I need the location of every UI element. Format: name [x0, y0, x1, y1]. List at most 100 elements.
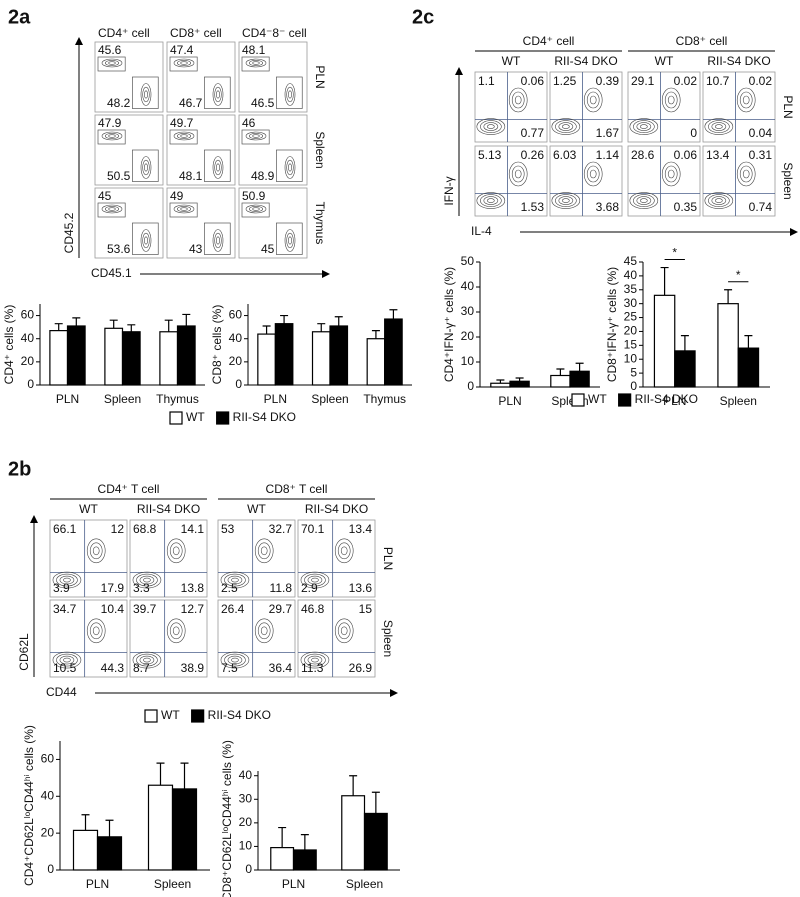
contour — [63, 657, 71, 663]
gate-value: 50.5 — [107, 169, 131, 183]
contour — [169, 542, 183, 560]
quadrant-value: 10.4 — [101, 602, 125, 616]
y-tick-label: 50 — [461, 254, 475, 268]
gate — [132, 222, 159, 255]
contour — [307, 655, 323, 665]
contour — [180, 207, 188, 211]
contour — [742, 95, 750, 105]
contour — [511, 91, 525, 109]
contour — [177, 60, 191, 66]
gate-value: 48.9 — [251, 169, 275, 183]
contour — [105, 206, 119, 212]
legend-label: WT — [186, 410, 205, 424]
contour — [212, 156, 224, 179]
contour — [715, 198, 723, 203]
error-bar — [680, 335, 689, 351]
contour — [56, 653, 78, 667]
contour — [562, 124, 570, 129]
bar — [176, 325, 196, 386]
contour — [224, 573, 246, 587]
quadrant-value: 29.1 — [631, 74, 655, 88]
gate — [241, 129, 270, 145]
panel-label: 2c — [412, 6, 434, 28]
quadrant-value: 2.9 — [301, 581, 318, 595]
error-bar — [81, 814, 90, 831]
contour — [640, 124, 648, 129]
contour — [736, 87, 756, 113]
contour — [583, 161, 603, 187]
quadrant-value: 0.02 — [749, 74, 773, 88]
quadrant-value: 1.53 — [521, 200, 545, 214]
contour — [340, 626, 348, 636]
contour — [337, 542, 351, 560]
contour — [249, 206, 263, 212]
contour — [173, 204, 195, 214]
gate-value: 53.6 — [107, 242, 131, 256]
quadrant-value: 11.8 — [270, 581, 293, 595]
quadrant-value: 5.13 — [478, 148, 502, 162]
contour — [108, 134, 116, 138]
column-header: RII-S4 DKO — [137, 502, 200, 516]
quadrant-value: 12.7 — [181, 602, 205, 616]
contour — [483, 196, 499, 205]
quadrant-value: 44.3 — [101, 661, 125, 675]
contour — [214, 159, 222, 176]
bar — [569, 370, 590, 388]
y-tick-label: 40 — [21, 331, 35, 345]
contour — [101, 131, 123, 141]
contour — [140, 83, 152, 106]
error-bar — [575, 362, 584, 372]
y-tick-label: 20 — [239, 815, 253, 829]
flow-plot — [217, 599, 296, 678]
y-axis-label: CD8⁺CD62LˡᵒCD44ʰⁱ cells (%) — [220, 740, 234, 897]
quadrant-value: 46.8 — [301, 602, 325, 616]
contour — [476, 192, 506, 209]
contour — [300, 651, 330, 669]
bar — [737, 347, 760, 388]
y-tick-label: 10 — [239, 839, 253, 853]
contour — [166, 538, 186, 564]
row-label: PLN — [781, 95, 795, 118]
contour — [254, 618, 274, 644]
contour — [286, 232, 294, 249]
y-tick-label: 20 — [624, 324, 638, 338]
contour — [108, 61, 116, 65]
gate — [276, 76, 303, 109]
bar — [509, 380, 530, 388]
error-bar — [127, 324, 136, 332]
error-bar — [744, 335, 753, 349]
y-tick-label: 20 — [229, 354, 243, 368]
contour — [212, 83, 224, 106]
contour — [52, 651, 82, 669]
flow-plot — [627, 71, 701, 143]
error-bar — [389, 309, 398, 320]
contour — [214, 232, 222, 249]
gate — [276, 149, 303, 182]
legend-label: RII-S4 DKO — [208, 708, 271, 722]
contour — [245, 131, 267, 141]
x-tick-label: PLN — [282, 877, 305, 891]
contour — [487, 124, 495, 129]
group-header: CD4⁺ cell — [523, 34, 575, 48]
contour — [105, 133, 119, 139]
row-label: Spleen — [381, 620, 395, 657]
contour — [89, 542, 103, 560]
contour — [63, 577, 71, 583]
gate-value: 45 — [98, 189, 112, 203]
contour — [555, 194, 577, 207]
contour — [284, 156, 296, 179]
contour — [583, 87, 603, 113]
y-tick-label: 20 — [21, 354, 35, 368]
row-label: Spleen — [781, 162, 795, 199]
y-axis-label: CD8⁺IFN-γ⁺ cells (%) — [605, 267, 619, 382]
x-tick-label: PLN — [498, 394, 521, 408]
contour — [284, 229, 296, 252]
y-tick-label: 0 — [235, 377, 242, 391]
gate-value: 45 — [261, 242, 275, 256]
quadrant-value: 0.77 — [521, 126, 545, 140]
error-bar — [54, 323, 63, 331]
quadrant-value: 17.9 — [101, 581, 125, 595]
legend-label: RII-S4 DKO — [233, 410, 296, 424]
panel-label: 2b — [8, 458, 31, 480]
contour — [86, 538, 106, 564]
